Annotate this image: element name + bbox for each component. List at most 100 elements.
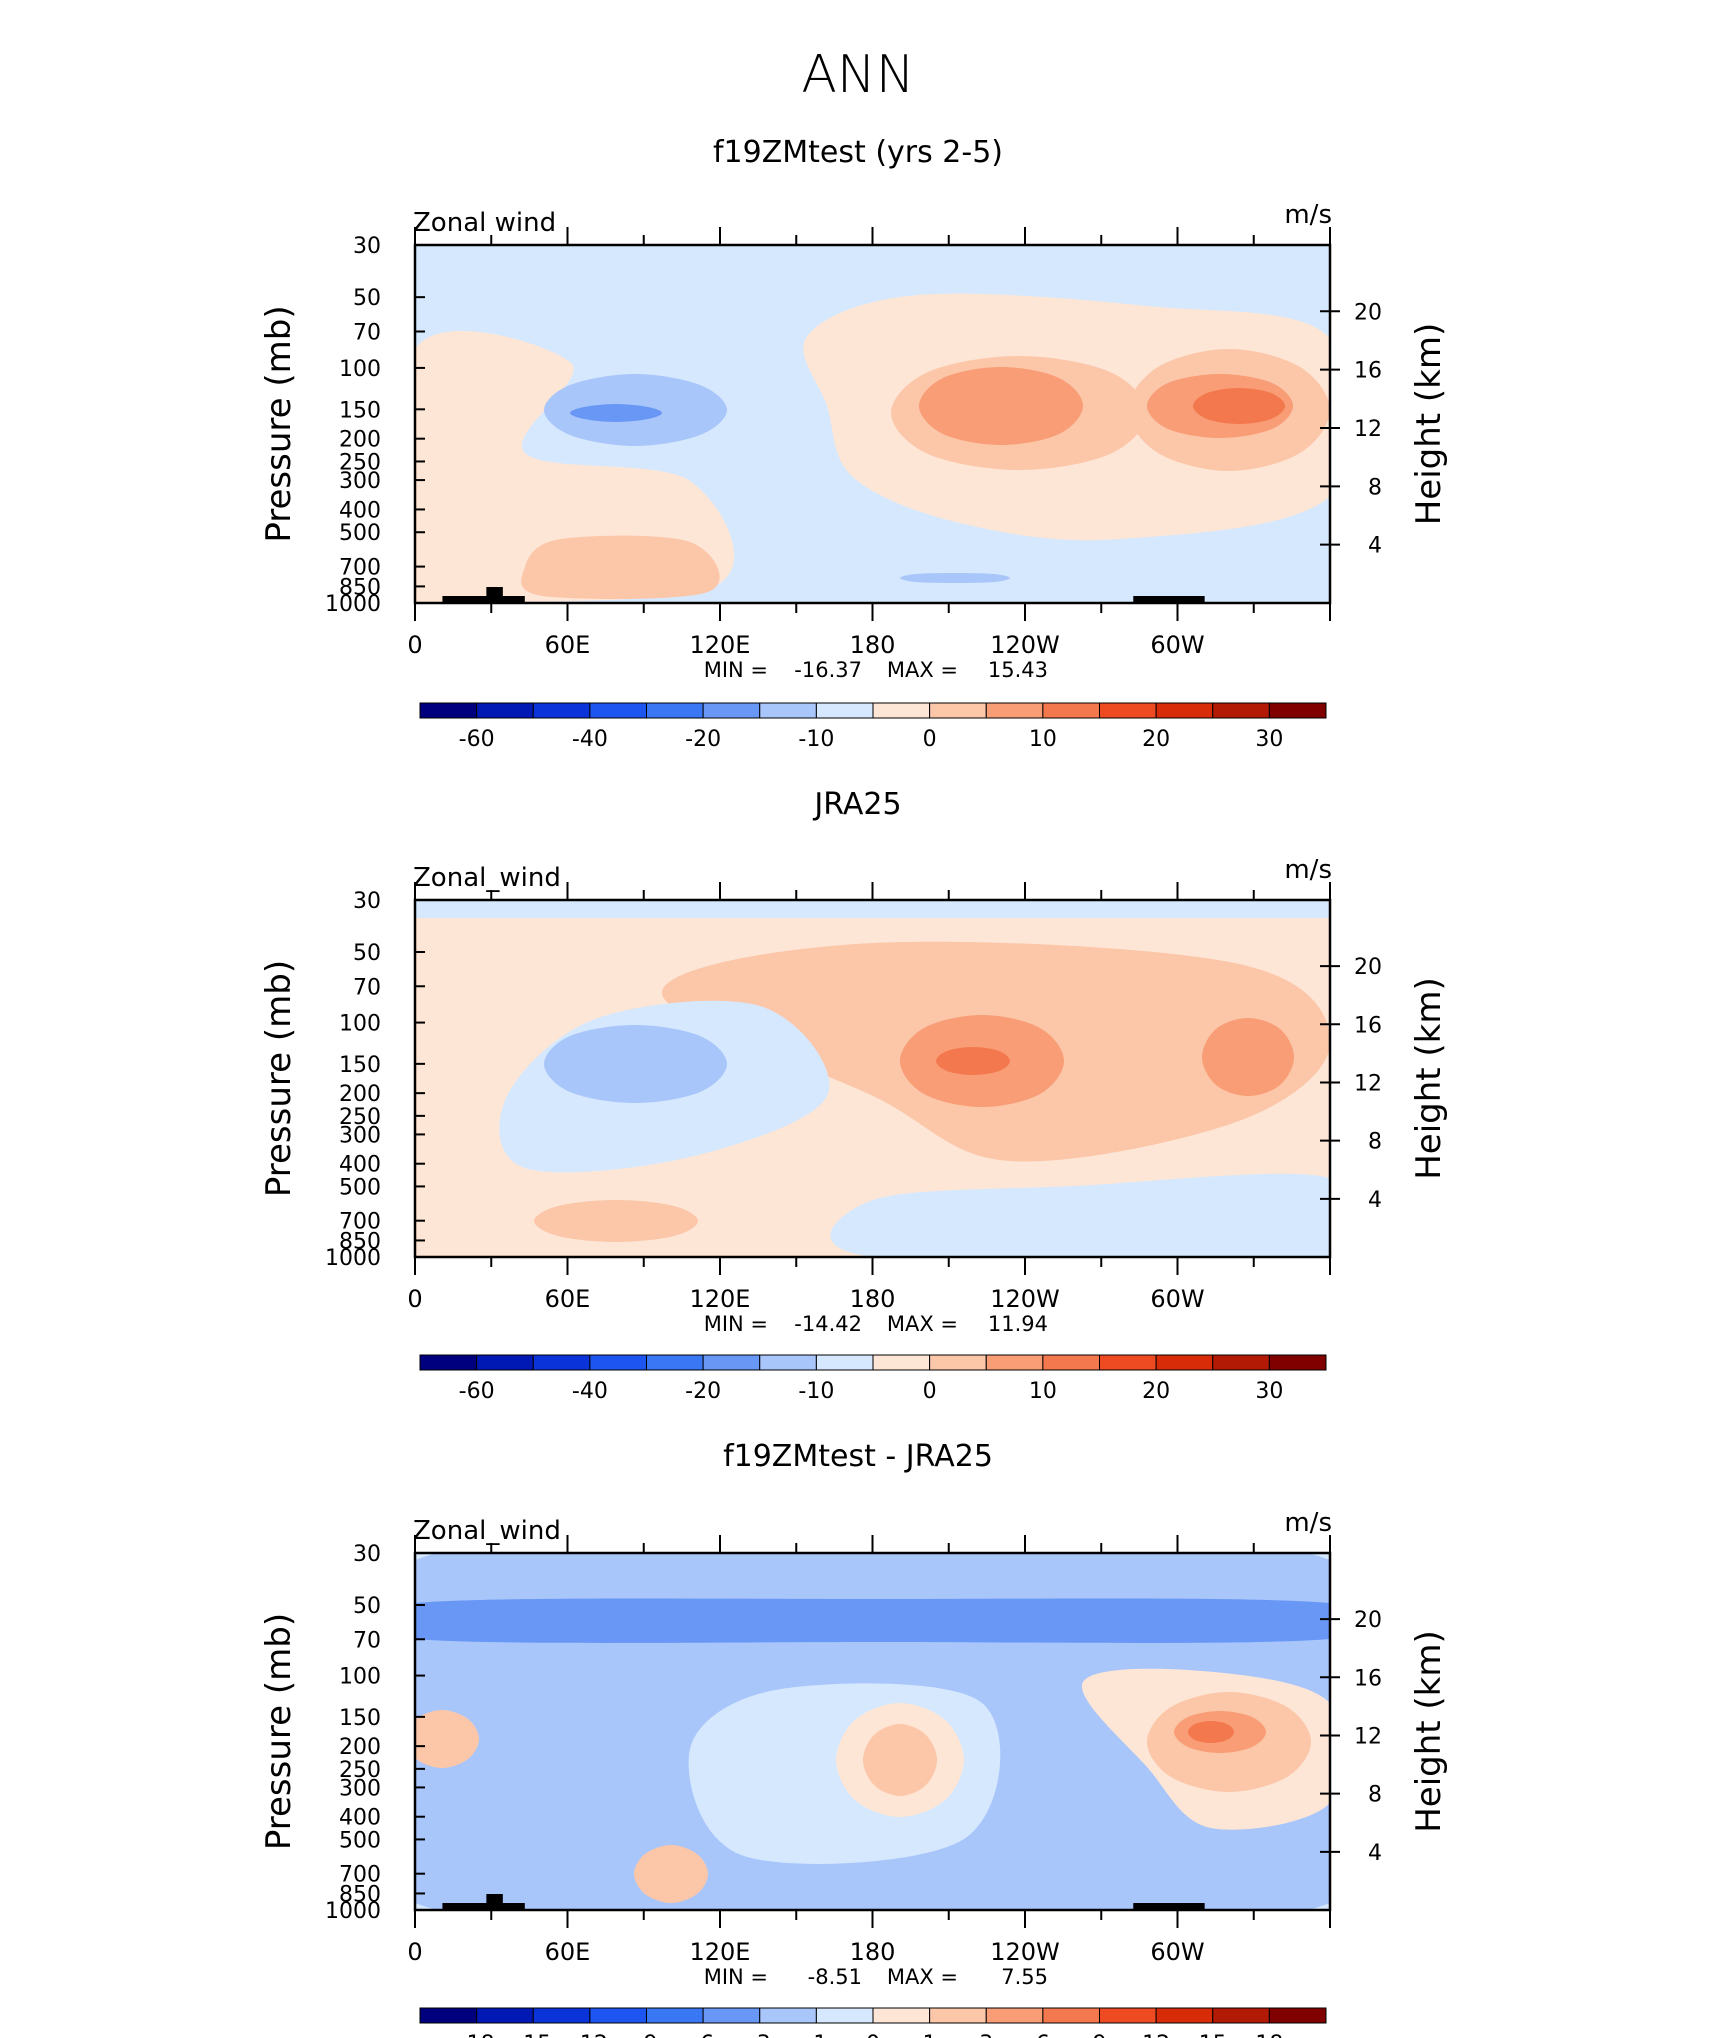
contour-positive-surface: [634, 1845, 708, 1903]
topography-africa: [442, 1903, 525, 1910]
y-right-tick-label: 12: [1354, 1071, 1382, 1096]
x-tick-label: 60W: [1150, 631, 1204, 659]
colorbar-swatch: [419, 2007, 478, 2024]
colorbar-swatch: [419, 1354, 478, 1371]
colorbar-swatch: [476, 2007, 534, 2024]
colorbar-swatch: [589, 702, 647, 719]
colorbar-label: -9: [636, 2032, 658, 2038]
colorbar-swatch: [589, 2007, 647, 2024]
colorbar-swatch: [759, 702, 817, 719]
y-tick-label: 200: [339, 1082, 381, 1107]
y-right-tick-label: 8: [1368, 1783, 1382, 1808]
colorbar-swatch: [1155, 2007, 1214, 2024]
topography-africa: [442, 596, 525, 603]
colorbar-swatch: [1212, 1354, 1270, 1371]
y-right-tick-label: 8: [1368, 475, 1382, 500]
colorbar-label: 20: [1142, 727, 1170, 752]
colorbar-label: 0: [923, 1379, 937, 1404]
x-tick-label: 120W: [990, 1285, 1060, 1313]
panel-title: JRA25: [812, 787, 901, 822]
colorbar-swatch: [872, 2007, 931, 2024]
min-label: MIN =: [704, 1965, 768, 1989]
colorbar-label: -3: [749, 2032, 771, 2038]
colorbar-swatch: [929, 2007, 987, 2024]
min-label: MIN =: [704, 1312, 768, 1336]
colorbar-swatch: [476, 1354, 534, 1371]
y-tick-label: 150: [339, 398, 381, 423]
colorbar-label: -10: [798, 727, 834, 752]
y-tick-label: 50: [353, 941, 381, 966]
panel-title: f19ZMtest - JRA25: [723, 1439, 993, 1474]
colorbar-label: -10: [798, 1379, 834, 1404]
colorbar-swatch: [419, 702, 478, 719]
colorbar-label: -15: [515, 2032, 551, 2038]
y-tick-label: 200: [339, 1735, 381, 1760]
colorbar-label: -1: [805, 2032, 827, 2038]
colorbar-label: 9: [1093, 2032, 1107, 2038]
y-tick-label: 500: [339, 521, 381, 546]
colorbar-swatch: [1099, 702, 1157, 719]
contour-top-strip: [415, 900, 1330, 918]
max-label: MAX =: [887, 1312, 958, 1336]
y-tick-label: 70: [353, 975, 381, 1000]
y-tick-label: 300: [339, 469, 381, 494]
y-tick-label: 250: [339, 1105, 381, 1130]
colorbar-swatch: [985, 1354, 1044, 1371]
y-tick-label: 150: [339, 1053, 381, 1078]
colorbar-swatch: [1155, 702, 1214, 719]
colorbar-swatch: [646, 702, 704, 719]
y-tick-label: 700: [339, 1863, 381, 1888]
y-tick-label: 100: [339, 1665, 381, 1690]
contour-positive-left: [415, 1710, 479, 1768]
contour-negative-surface: [830, 1173, 1330, 1257]
min-value: -8.51: [808, 1965, 862, 1989]
colorbar-label: -20: [685, 1379, 721, 1404]
y-right-tick-label: 16: [1354, 1013, 1382, 1038]
y-right-tick-label: 4: [1368, 534, 1382, 559]
y-tick-label: 100: [339, 357, 381, 382]
y-right-tick-label: 8: [1368, 1130, 1382, 1155]
colorbar-swatch: [1042, 1354, 1100, 1371]
x-tick-label: 60E: [545, 1285, 591, 1313]
max-label: MAX =: [887, 1965, 958, 1989]
y-tick-label: 1000: [325, 1246, 381, 1271]
colorbar-label: 6: [1036, 2032, 1050, 2038]
colorbar-label: -6: [692, 2032, 714, 2038]
y-tick-label: 850: [339, 575, 381, 600]
colorbar-label: -20: [685, 727, 721, 752]
y-tick-label: 250: [339, 450, 381, 475]
y-tick-label: 100: [339, 1012, 381, 1037]
colorbar-label: 18: [1255, 2032, 1283, 2038]
y-tick-label: 400: [339, 1806, 381, 1831]
topography-andes: [1133, 596, 1205, 603]
colorbar-swatch: [1212, 2007, 1270, 2024]
x-tick-label: 120E: [690, 631, 751, 659]
units-label: m/s: [1284, 855, 1332, 885]
y-right-tick-label: 12: [1354, 1724, 1382, 1749]
x-tick-label: 60W: [1150, 1285, 1204, 1313]
colorbar-swatch: [1268, 2007, 1327, 2024]
x-tick-label: 60W: [1150, 1938, 1204, 1966]
y-tick-label: 50: [353, 1594, 381, 1619]
min-value: -14.42: [794, 1312, 862, 1336]
min-label: MIN =: [704, 658, 768, 682]
y-tick-label: 1000: [325, 592, 381, 617]
colorbar-swatch: [759, 1354, 817, 1371]
colorbar-swatch: [646, 2007, 704, 2024]
colorbar-swatch: [532, 1354, 591, 1371]
contour-negative-surface: [900, 573, 1010, 583]
y-tick-label: 300: [339, 1776, 381, 1801]
y-tick-label: 150: [339, 1706, 381, 1731]
colorbar-swatch: [532, 2007, 591, 2024]
contour-atlantic-core: [1193, 388, 1285, 424]
y-tick-label: 500: [339, 1175, 381, 1200]
x-tick-label: 0: [407, 631, 422, 659]
y-axis-label: Pressure (mb): [259, 1613, 299, 1850]
y-tick-label: 850: [339, 1229, 381, 1254]
x-tick-label: 180: [850, 1285, 896, 1313]
y-right-tick-label: 20: [1354, 300, 1382, 325]
units-label: m/s: [1284, 200, 1332, 230]
